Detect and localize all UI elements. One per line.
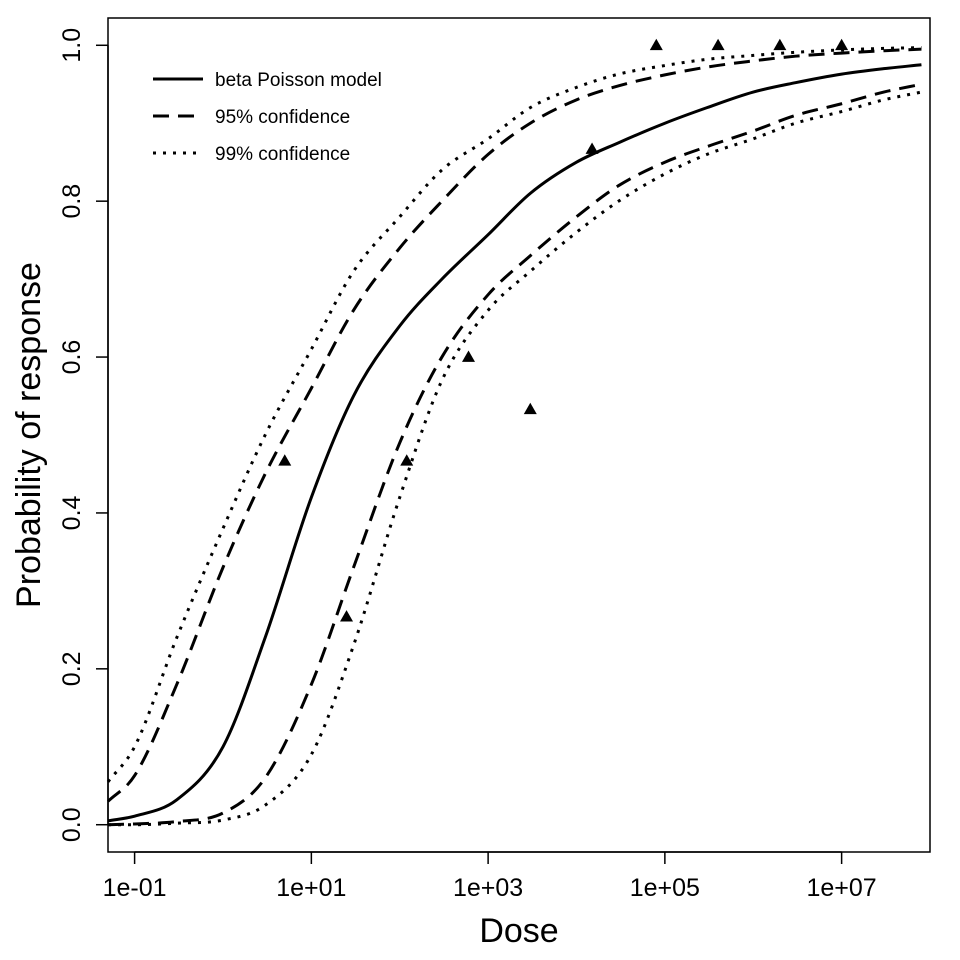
y-axis-title: Probability of response xyxy=(10,262,48,608)
y-axis: 0.0 0.2 0.4 0.6 0.8 1.0 xyxy=(58,28,109,842)
y-tick-label-4: 0.8 xyxy=(58,184,86,219)
data-point-3 xyxy=(462,350,476,362)
y-tick-label-3: 0.6 xyxy=(58,340,86,375)
data-point-9 xyxy=(835,38,849,51)
legend-label-1: 95% confidence xyxy=(215,107,350,128)
legend-label-2: 99% confidence xyxy=(215,144,350,165)
series-line-2 xyxy=(107,82,922,827)
legend-label-0: beta Poisson model xyxy=(215,70,382,91)
data-point-1 xyxy=(340,610,354,622)
x-tick-label-1: 1e+01 xyxy=(276,874,346,902)
x-tick-label-4: 1e+07 xyxy=(807,874,877,902)
legend: beta Poisson model 95% confidence 99% conf… xyxy=(153,70,382,165)
data-point-2 xyxy=(400,454,414,466)
y-tick-label-0: 0.0 xyxy=(58,807,86,842)
x-axis-title: Dose xyxy=(479,912,558,950)
x-axis: 1e-01 1e+01 1e+03 1e+05 1e+07 xyxy=(103,851,877,902)
series-line-0 xyxy=(107,63,922,823)
observed-points xyxy=(278,38,849,622)
data-point-6 xyxy=(649,38,663,51)
series-line-3 xyxy=(106,46,922,783)
y-tick-label-1: 0.2 xyxy=(58,651,86,686)
x-tick-label-0: 1e-01 xyxy=(103,874,167,902)
data-point-7 xyxy=(711,38,725,51)
x-tick-label-2: 1e+03 xyxy=(453,874,523,902)
data-point-5 xyxy=(585,142,599,154)
data-point-4 xyxy=(523,402,537,415)
data-point-0 xyxy=(278,454,292,466)
series-line-4 xyxy=(108,90,922,827)
x-tick-label-3: 1e+05 xyxy=(630,874,700,902)
y-tick-label-5: 1.0 xyxy=(58,28,86,63)
model-curves xyxy=(106,46,922,827)
data-point-8 xyxy=(773,38,787,51)
y-tick-label-2: 0.4 xyxy=(58,495,86,530)
